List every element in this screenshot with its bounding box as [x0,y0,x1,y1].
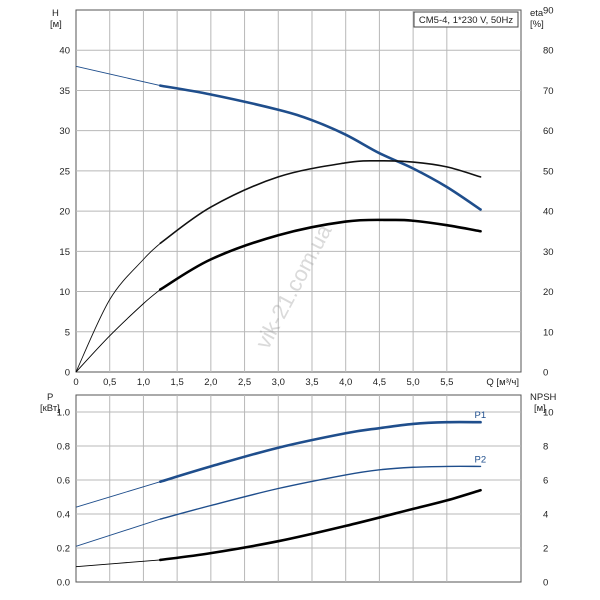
series-label-p2: P2 [475,454,487,465]
top-y2-axis-label: eta [530,8,544,19]
bottom-y2-tick-label: 8 [543,442,548,453]
top-y2-tick-label: 60 [543,126,554,137]
top-x-tick-label: 3,0 [272,377,285,388]
top-y2-tick-label: 0 [543,368,548,379]
efficiency-curve-lower-thin [75,289,161,373]
bottom-y-axis-unit: [кВт] [40,403,60,414]
p1-power-curve [158,420,482,483]
top-y2-tick-label: 10 [543,327,554,338]
top-x-axis-label: Q [м³/ч] [486,377,519,388]
top-y2-tick-label: 70 [543,86,554,97]
top-panel-frame [75,9,522,373]
top-y2-tick-label: 20 [543,287,554,298]
bottom-y-tick-label: 1.0 [57,408,70,419]
bottom-y-axis-label: P [47,392,53,403]
bottom-y2-tick-label: 4 [543,510,548,521]
top-y-tick-label: 15 [59,247,70,258]
bottom-y2-axis-unit: [м] [534,403,546,414]
top-y2-tick-label: 30 [543,247,554,258]
efficiency-curve-lower [158,218,482,291]
npsh-curve [158,488,482,562]
top-x-tick-label: 4,5 [373,377,386,388]
bottom-panel-frame [75,394,522,583]
top-x-tick-label: 5,5 [440,377,453,388]
top-title-box [413,11,519,28]
top-x-tick-label: 0 [73,377,78,388]
head-curve-thin [75,65,161,87]
npsh-curve-thin [75,559,161,568]
top-y-axis-label: H [52,8,59,19]
top-y2-tick-label: 80 [543,46,554,57]
top-y2-tick-label: 90 [543,6,554,17]
bottom-y-tick-label: 0.6 [57,476,70,487]
p2-power-curve-thin [75,518,161,547]
bottom-y-tick-label: 0.8 [57,442,70,453]
top-x-tick-label: 1,5 [171,377,184,388]
top-x-tick-label: 0,5 [103,377,116,388]
efficiency-curve-upper [159,160,482,245]
bottom-y-tick-label: 0.2 [57,544,70,555]
top-y-tick-label: 40 [59,46,70,57]
top-x-tick-label: 2,0 [204,377,217,388]
top-x-tick-label: 3,5 [305,377,318,388]
head-curve [158,84,482,211]
series-label-p1: P1 [475,410,487,421]
top-chart-title: CM5-4, 1*230 V, 50Hz [419,15,513,26]
top-y-axis-unit: [м] [50,19,62,30]
top-y-tick-label: 30 [59,126,70,137]
top-y2-tick-label: 40 [543,207,554,218]
top-y-tick-label: 5 [65,327,70,338]
top-x-tick-label: 5,0 [407,377,420,388]
bottom-y2-axis-label: NPSH [530,392,557,403]
bottom-y2-tick-label: 6 [543,476,548,487]
top-y-tick-label: 20 [59,207,70,218]
top-y-tick-label: 35 [59,86,70,97]
p1-power-curve-thin [75,481,161,508]
top-x-tick-label: 2,5 [238,377,251,388]
bottom-y-tick-label: 0.0 [57,578,70,589]
bottom-y2-tick-label: 2 [543,544,548,555]
bottom-y-tick-label: 0.4 [57,510,70,521]
top-y-tick-label: 10 [59,287,70,298]
efficiency-curve-upper-thin [75,242,161,373]
bottom-y2-tick-label: 0 [543,578,548,589]
top-y-tick-label: 0 [65,368,70,379]
top-y2-axis-unit: [%] [530,19,544,30]
top-y2-tick-label: 50 [543,166,554,177]
bottom-y2-tick-label: 10 [543,408,554,419]
p2-power-curve [159,465,482,520]
top-x-tick-label: 4,0 [339,377,352,388]
top-y-tick-label: 25 [59,166,70,177]
top-x-tick-label: 1,0 [137,377,150,388]
